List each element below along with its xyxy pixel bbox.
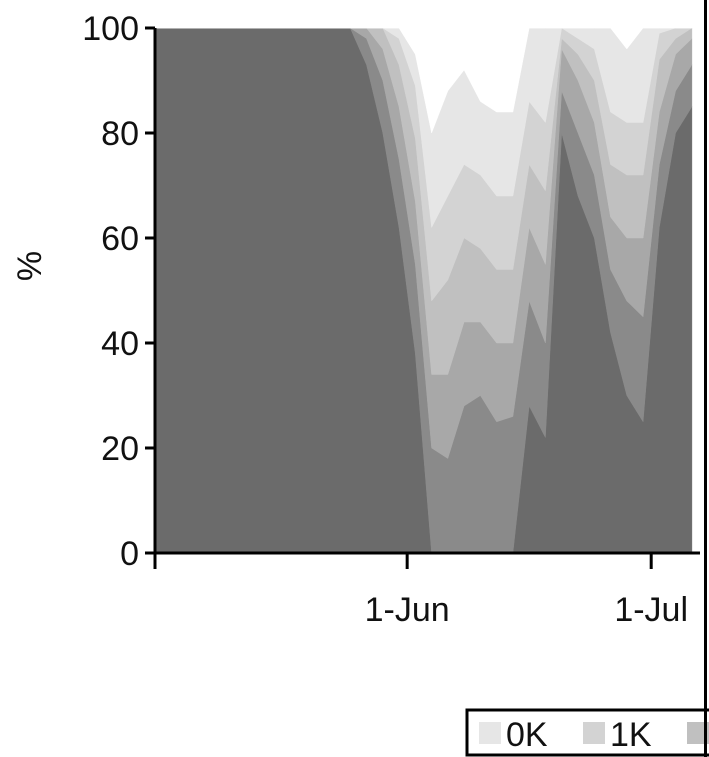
- legend: 0K 1K: [465, 708, 709, 757]
- y-tick-label: 80: [101, 115, 139, 153]
- y-tick-label: 20: [101, 430, 139, 468]
- y-tick-label: 60: [101, 220, 139, 258]
- legend-label: 1K: [610, 716, 652, 754]
- legend-swatch: [687, 722, 709, 744]
- area-series-7: [155, 28, 692, 134]
- legend-swatch: [583, 722, 605, 744]
- right-frame-line: [704, 0, 707, 757]
- x-tick-label: 1-Jul: [614, 591, 688, 629]
- legend-label: 0K: [506, 716, 548, 754]
- area-series-2: [155, 28, 693, 553]
- x-tick-label: 1-Jun: [365, 591, 450, 629]
- area-series-6: [155, 28, 692, 229]
- area-series-group: [155, 28, 693, 553]
- y-tick-label: 100: [82, 10, 139, 48]
- y-axis-title: %: [11, 251, 49, 281]
- y-tick-label: 40: [101, 325, 139, 363]
- y-tick-label: 0: [120, 535, 139, 573]
- axes: 0 20 40 60 80 100 1-Jun 1-Jul%: [11, 10, 700, 629]
- area-series-3: [155, 28, 693, 459]
- area-series-1: [155, 28, 693, 553]
- area-series-4: [155, 28, 693, 375]
- legend-swatch: [479, 722, 501, 744]
- area-series-5: [155, 28, 693, 302]
